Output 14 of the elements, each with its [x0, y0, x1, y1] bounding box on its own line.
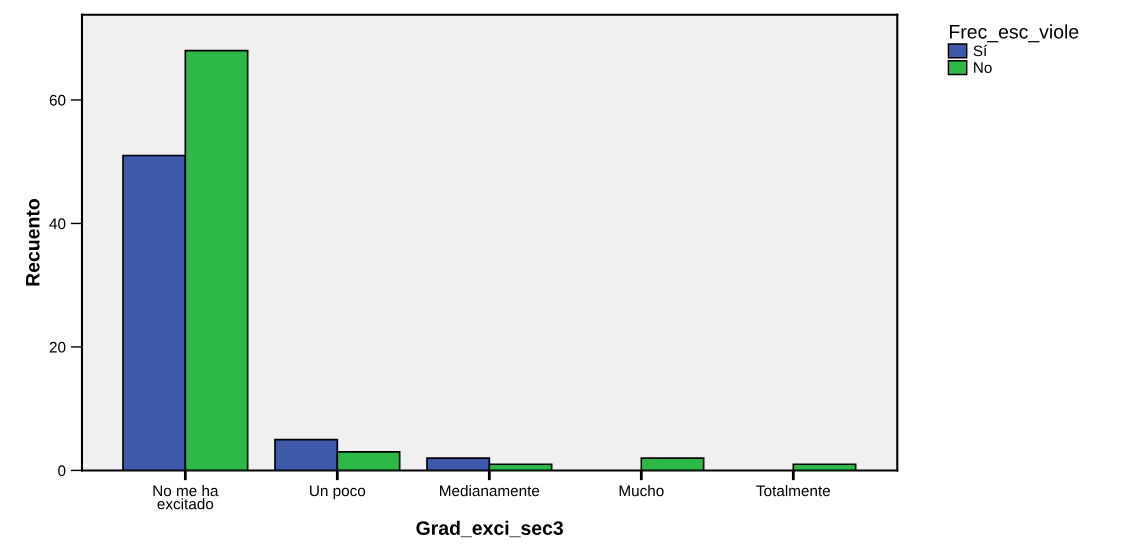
x-tick-label: Mucho	[619, 485, 664, 497]
y-tick-label: 60	[49, 94, 66, 106]
legend-title: Frec_esc_viole	[949, 24, 1079, 43]
y-tick-label: 20	[49, 341, 66, 353]
y-tick-label: 40	[49, 218, 66, 230]
x-axis-title: Grad_exci_sec3	[416, 520, 563, 538]
x-tick-label: Un poco	[310, 485, 366, 500]
y-tick-label: 0	[58, 465, 66, 477]
x-tick-label: Medianamente	[440, 485, 540, 497]
x-tick-label: Totalmente	[756, 485, 830, 497]
x-tick-label: No me ha excitado	[153, 485, 219, 510]
y-axis-title: Recuento	[26, 199, 40, 286]
legend-label: No	[974, 62, 992, 74]
legend-label: Sí	[973, 44, 988, 57]
